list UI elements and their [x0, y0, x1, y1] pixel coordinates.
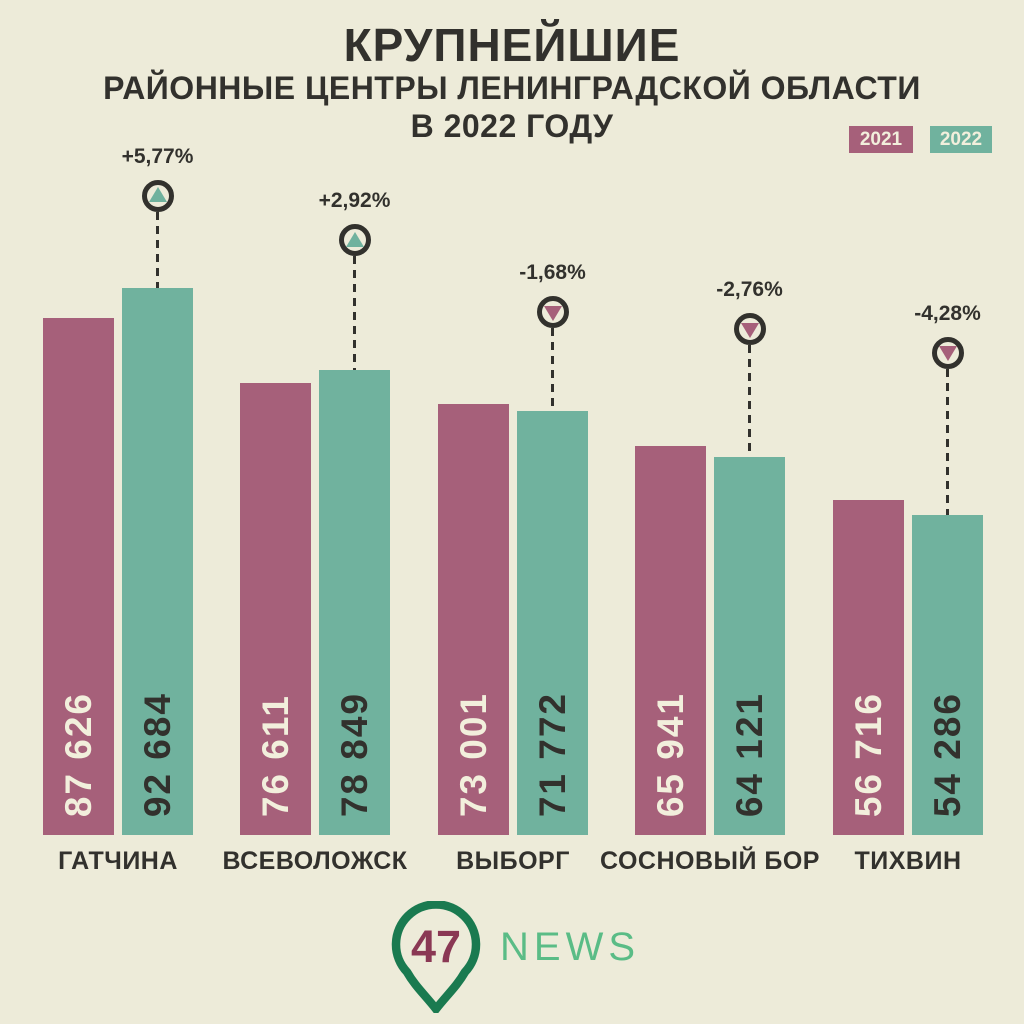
value-label-2021: 65 941	[649, 691, 691, 817]
bar-2022: 92 684	[122, 288, 193, 835]
page-subtitle-line1: РАЙОННЫЕ ЦЕНТРЫ ЛЕНИНГРАДСКОЙ ОБЛАСТИ	[103, 70, 921, 106]
up-triangle-icon	[148, 187, 167, 203]
bar-2021: 65 941	[635, 446, 706, 835]
value-label-2022: 64 121	[728, 691, 770, 817]
city-label: ВЫБОРГ	[456, 847, 570, 875]
down-triangle-icon	[543, 305, 562, 321]
up-triangle-icon	[345, 231, 364, 247]
change-label: +2,92%	[318, 189, 391, 213]
bar-2021: 87 626	[43, 318, 114, 835]
change-marker-circle	[338, 224, 371, 257]
change-marker-circle	[536, 296, 569, 329]
change-label: +5,77%	[121, 144, 194, 168]
down-triangle-icon	[740, 322, 759, 338]
bar-2022: 54 286	[912, 515, 983, 835]
city-label: ГАТЧИНА	[58, 847, 178, 875]
change-marker-circle	[141, 179, 174, 212]
page-subtitle-line2: В 2022 ГОДУ	[410, 108, 614, 144]
value-label-2021: 76 611	[254, 693, 296, 817]
bar-2021: 76 611	[240, 383, 311, 835]
logo-number: 47	[410, 921, 462, 972]
legend-item-2021: 2021	[849, 126, 913, 153]
city-label: ТИХВИН	[854, 847, 962, 875]
change-label: -4,28%	[914, 301, 981, 325]
dashed-connector	[946, 368, 949, 515]
dashed-connector	[156, 211, 159, 288]
bar-2021: 73 001	[438, 404, 509, 835]
city-label: ВСЕВОЛОЖСК	[222, 847, 408, 875]
change-marker-circle	[733, 313, 766, 346]
down-triangle-icon	[938, 346, 957, 362]
bar-2022: 78 849	[319, 370, 390, 835]
map-pin-icon	[391, 901, 481, 1013]
change-label: -1,68%	[519, 261, 586, 285]
value-label-2021: 56 716	[847, 691, 889, 817]
change-marker-circle	[931, 336, 964, 369]
dashed-connector	[353, 256, 356, 370]
legend-item-2022: 2022	[930, 126, 992, 153]
bar-2022: 71 772	[517, 411, 588, 835]
logo-news-text: NEWS	[500, 925, 640, 969]
value-label-2022: 78 849	[333, 691, 375, 817]
value-label-2022: 54 286	[926, 691, 968, 817]
dashed-connector	[748, 345, 751, 457]
value-label-2022: 92 684	[136, 691, 178, 817]
bar-2022: 64 121	[714, 457, 785, 835]
value-label-2021: 73 001	[452, 691, 494, 817]
value-label-2022: 71 772	[531, 691, 573, 817]
bar-2021: 56 716	[833, 500, 904, 835]
page-title: КРУПНЕЙШИЕ	[343, 19, 681, 71]
value-label-2021: 87 626	[57, 691, 99, 817]
change-label: -2,76%	[716, 278, 783, 302]
city-label: СОСНОВЫЙ БОР	[600, 847, 820, 875]
dashed-connector	[551, 328, 554, 411]
